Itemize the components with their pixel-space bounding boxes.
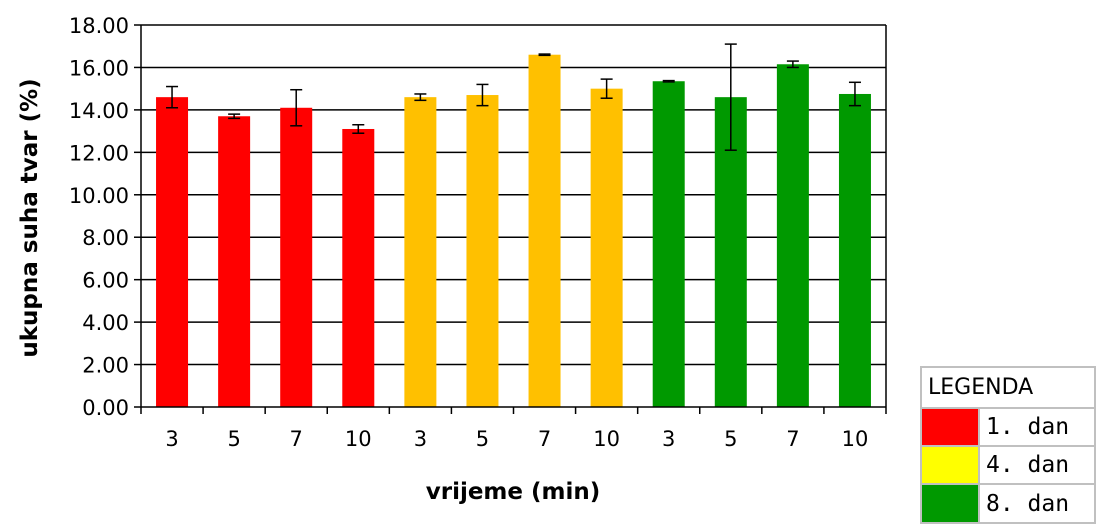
y-tick-labels: 0.00 2.00 4.00 6.00 8.00 10.00 12.00 14.00 16.00… — [69, 14, 129, 420]
y-tick-label: 6.00 — [82, 269, 129, 293]
error-bar — [724, 43, 737, 151]
legend: LEGENDA 1. dan 4. dan 8. dan — [920, 366, 1096, 524]
x-tick-label: 10 — [345, 427, 372, 451]
bars — [156, 54, 871, 408]
x-tick-label: 10 — [842, 427, 869, 451]
bar — [218, 116, 251, 407]
error-bars — [166, 43, 861, 151]
error-bar — [476, 83, 489, 107]
x-tick-labels: 3 5 7 10 3 5 7 10 3 5 7 10 — [165, 427, 868, 451]
y-tick-label: 16.00 — [69, 56, 129, 80]
y-tick-label: 14.00 — [69, 99, 129, 123]
gridlines — [141, 24, 886, 366]
bar — [590, 88, 623, 408]
legend-entry: 4. dan — [920, 444, 1096, 486]
bar — [404, 97, 437, 408]
error-bar — [848, 81, 861, 107]
axes — [134, 24, 887, 414]
x-tick-label: 5 — [227, 427, 240, 451]
y-axis-title: ukupna suha tvar (%) — [17, 78, 43, 357]
x-tick-label: 5 — [476, 427, 489, 451]
legend-swatch-1 — [920, 406, 980, 448]
x-tick-label: 3 — [662, 427, 675, 451]
y-tick-label: 12.00 — [69, 141, 129, 165]
bar — [156, 97, 189, 408]
legend-label-2: 4. dan — [978, 444, 1096, 486]
bar — [466, 95, 499, 408]
x-tick-label: 7 — [786, 427, 799, 451]
x-tick-label: 5 — [724, 427, 737, 451]
y-tick-label: 0.00 — [82, 396, 129, 420]
y-tick-label: 10.00 — [69, 184, 129, 208]
y-tick-label: 4.00 — [82, 311, 129, 335]
error-bar — [290, 88, 303, 127]
error-bar — [352, 123, 365, 134]
error-bar — [662, 79, 675, 83]
bar — [776, 64, 809, 407]
error-bar — [228, 113, 241, 120]
x-tick-label: 3 — [414, 427, 427, 451]
legend-entry: 8. dan — [920, 483, 1096, 524]
legend-title: LEGENDA — [920, 366, 1096, 409]
bar — [838, 93, 871, 407]
y-tick-label: 18.00 — [69, 14, 129, 38]
error-bar — [414, 93, 427, 102]
y-tick-label: 8.00 — [82, 226, 129, 250]
bar — [652, 81, 685, 407]
legend-label-1: 1. dan — [978, 406, 1096, 448]
y-tick-label: 2.00 — [82, 354, 129, 378]
legend-swatch-3 — [920, 483, 980, 524]
error-bar — [166, 85, 179, 109]
legend-label-3: 8. dan — [978, 483, 1096, 524]
bar — [280, 107, 313, 408]
legend-entry: 1. dan — [920, 406, 1096, 448]
error-bar — [600, 78, 613, 99]
x-tick-label: 7 — [538, 427, 551, 451]
x-tick-label: 3 — [165, 427, 178, 451]
x-tick-label: 7 — [290, 427, 303, 451]
x-tick-label: 10 — [593, 427, 620, 451]
error-bar — [786, 60, 799, 69]
bar — [342, 128, 375, 407]
bar — [528, 54, 561, 407]
x-axis-title: vrijeme (min) — [426, 479, 601, 505]
error-bar — [538, 53, 551, 57]
legend-swatch-2 — [920, 444, 980, 486]
